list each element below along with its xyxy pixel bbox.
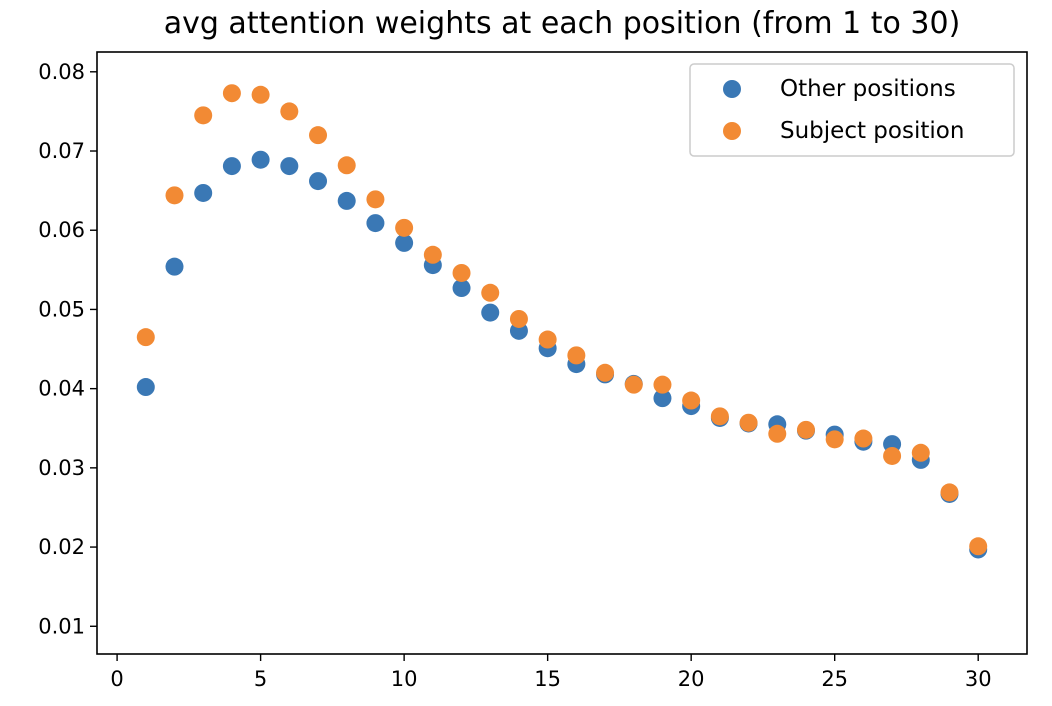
y-tick-label: 0.05 (38, 297, 85, 321)
point-subject-position-20 (682, 391, 701, 410)
legend-marker-other-positions (723, 80, 741, 98)
y-tick-label: 0.06 (38, 218, 85, 242)
point-other-positions-8 (337, 191, 356, 210)
point-subject-position-27 (883, 446, 902, 465)
point-subject-position-18 (624, 375, 643, 394)
point-other-positions-12 (452, 279, 471, 298)
point-other-positions-3 (194, 183, 213, 202)
point-subject-position-2 (165, 186, 184, 205)
legend-box (689, 63, 1015, 157)
y-tick-label: 0.03 (38, 456, 85, 480)
point-subject-position-16 (567, 346, 586, 365)
point-subject-position-23 (768, 424, 787, 443)
point-subject-position-8 (337, 156, 356, 175)
point-subject-position-1 (136, 328, 155, 347)
plot-points (136, 84, 988, 559)
x-tick-label: 15 (534, 667, 561, 691)
point-other-positions-19 (653, 389, 672, 408)
x-tick-label: 0 (110, 667, 123, 691)
point-subject-position-26 (854, 429, 873, 448)
point-subject-position-25 (825, 430, 844, 449)
x-tick-label: 5 (254, 667, 267, 691)
point-subject-position-7 (309, 126, 328, 145)
chart-title: avg attention weights at each position (… (164, 6, 961, 41)
point-other-positions-6 (280, 157, 299, 176)
point-subject-position-10 (395, 218, 414, 237)
legend-label-subject-position: Subject position (780, 118, 964, 144)
point-subject-position-30 (969, 537, 988, 556)
y-tick-label: 0.04 (38, 377, 85, 401)
point-other-positions-13 (481, 303, 500, 322)
point-subject-position-28 (911, 443, 930, 462)
x-tick-label: 10 (391, 667, 418, 691)
point-subject-position-13 (481, 283, 500, 302)
x-tick-label: 20 (678, 667, 705, 691)
point-other-positions-7 (309, 172, 328, 191)
point-subject-position-6 (280, 102, 299, 121)
point-subject-position-9 (366, 190, 385, 209)
point-subject-position-5 (251, 85, 270, 104)
point-subject-position-11 (423, 245, 442, 264)
y-tick-label: 0.02 (38, 535, 85, 559)
point-subject-position-17 (596, 363, 615, 382)
point-subject-position-15 (538, 330, 557, 349)
point-subject-position-3 (194, 106, 213, 125)
legend-marker-subject-position (723, 122, 741, 140)
plot-frame (96, 51, 1028, 655)
point-other-positions-5 (251, 150, 270, 169)
point-other-positions-1 (136, 378, 155, 397)
point-other-positions-10 (395, 233, 414, 252)
point-subject-position-29 (940, 483, 959, 502)
legend: Other positions Subject position (689, 63, 1015, 157)
x-tick-label: 25 (821, 667, 848, 691)
point-subject-position-14 (509, 309, 528, 328)
point-subject-position-19 (653, 375, 672, 394)
point-subject-position-4 (222, 84, 241, 103)
y-axis: 0.01 0.02 0.03 0.04 0.05 0.06 0.07 0.08 (38, 60, 97, 638)
legend-label-other-positions: Other positions (780, 76, 956, 102)
point-subject-position-22 (739, 413, 758, 432)
point-other-positions-2 (165, 257, 184, 276)
point-subject-position-12 (452, 263, 471, 282)
point-subject-position-24 (796, 420, 815, 439)
y-tick-label: 0.01 (38, 614, 85, 638)
y-tick-label: 0.07 (38, 139, 85, 163)
point-subject-position-21 (710, 407, 729, 426)
point-other-positions-9 (366, 214, 385, 233)
x-axis: 0 5 10 15 20 25 30 (110, 654, 992, 691)
point-other-positions-4 (222, 157, 241, 176)
x-tick-label: 30 (965, 667, 992, 691)
y-tick-label: 0.08 (38, 60, 85, 84)
